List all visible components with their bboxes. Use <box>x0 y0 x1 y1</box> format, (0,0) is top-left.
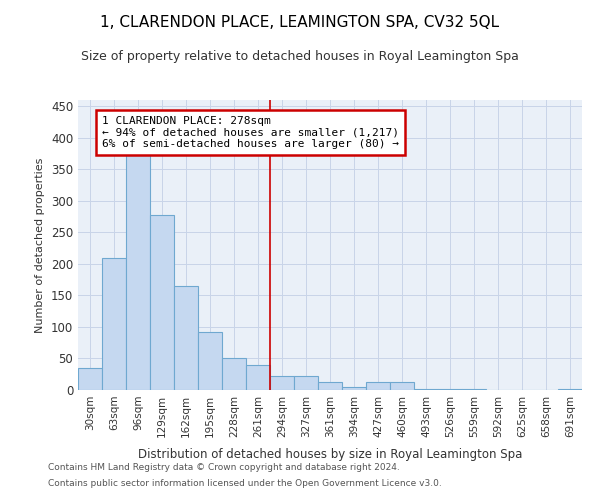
Bar <box>366 382 390 390</box>
Bar <box>318 382 342 390</box>
Bar <box>342 388 366 390</box>
Bar <box>246 365 270 390</box>
Bar <box>78 368 102 390</box>
Bar <box>102 258 126 390</box>
Y-axis label: Number of detached properties: Number of detached properties <box>35 158 46 332</box>
Text: Contains public sector information licensed under the Open Government Licence v3: Contains public sector information licen… <box>48 478 442 488</box>
Bar <box>198 332 222 390</box>
Bar <box>222 358 246 390</box>
Text: 1 CLARENDON PLACE: 278sqm
← 94% of detached houses are smaller (1,217)
6% of sem: 1 CLARENDON PLACE: 278sqm ← 94% of detac… <box>102 116 399 149</box>
Bar <box>150 216 174 390</box>
Bar <box>390 382 414 390</box>
Text: Size of property relative to detached houses in Royal Leamington Spa: Size of property relative to detached ho… <box>81 50 519 63</box>
Bar <box>558 388 582 390</box>
Bar <box>126 154 150 390</box>
Bar <box>294 376 318 390</box>
X-axis label: Distribution of detached houses by size in Royal Leamington Spa: Distribution of detached houses by size … <box>138 448 522 461</box>
Text: Contains HM Land Registry data © Crown copyright and database right 2024.: Contains HM Land Registry data © Crown c… <box>48 464 400 472</box>
Text: 1, CLARENDON PLACE, LEAMINGTON SPA, CV32 5QL: 1, CLARENDON PLACE, LEAMINGTON SPA, CV32… <box>100 15 500 30</box>
Bar <box>270 376 294 390</box>
Bar <box>174 286 198 390</box>
